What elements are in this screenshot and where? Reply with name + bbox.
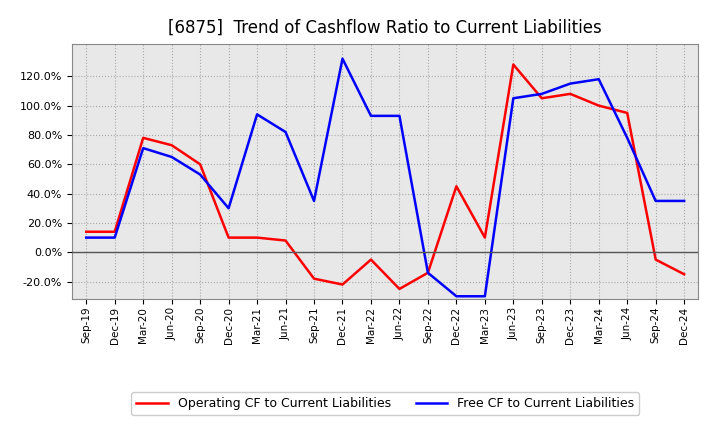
Operating CF to Current Liabilities — [338, 282, 347, 287]
Free CF to Current Liabilities — [225, 205, 233, 211]
Operating CF to Current Liabilities — [680, 271, 688, 277]
Free CF to Current Liabilities — [452, 293, 461, 299]
Operating CF to Current Liabilities — [652, 257, 660, 262]
Operating CF to Current Liabilities — [480, 235, 489, 240]
Operating CF to Current Liabilities — [167, 143, 176, 148]
Operating CF to Current Liabilities — [196, 161, 204, 167]
Free CF to Current Liabilities — [480, 293, 489, 299]
Operating CF to Current Liabilities — [139, 135, 148, 140]
Free CF to Current Liabilities — [366, 113, 375, 118]
Operating CF to Current Liabilities — [366, 257, 375, 262]
Free CF to Current Liabilities — [82, 235, 91, 240]
Operating CF to Current Liabilities — [253, 235, 261, 240]
Operating CF to Current Liabilities — [282, 238, 290, 243]
Line: Free CF to Current Liabilities: Free CF to Current Liabilities — [86, 59, 684, 296]
Operating CF to Current Liabilities — [595, 103, 603, 108]
Operating CF to Current Liabilities — [537, 95, 546, 101]
Free CF to Current Liabilities — [110, 235, 119, 240]
Free CF to Current Liabilities — [338, 56, 347, 61]
Free CF to Current Liabilities — [595, 77, 603, 82]
Free CF to Current Liabilities — [566, 81, 575, 86]
Legend: Operating CF to Current Liabilities, Free CF to Current Liabilities: Operating CF to Current Liabilities, Fre… — [131, 392, 639, 415]
Free CF to Current Liabilities — [395, 113, 404, 118]
Free CF to Current Liabilities — [537, 91, 546, 96]
Operating CF to Current Liabilities — [623, 110, 631, 116]
Free CF to Current Liabilities — [282, 129, 290, 135]
Operating CF to Current Liabilities — [509, 62, 518, 67]
Free CF to Current Liabilities — [509, 95, 518, 101]
Operating CF to Current Liabilities — [423, 270, 432, 275]
Free CF to Current Liabilities — [652, 198, 660, 204]
Free CF to Current Liabilities — [680, 198, 688, 204]
Operating CF to Current Liabilities — [452, 183, 461, 189]
Operating CF to Current Liabilities — [82, 229, 91, 235]
Title: [6875]  Trend of Cashflow Ratio to Current Liabilities: [6875] Trend of Cashflow Ratio to Curren… — [168, 19, 602, 37]
Operating CF to Current Liabilities — [225, 235, 233, 240]
Operating CF to Current Liabilities — [110, 229, 119, 235]
Free CF to Current Liabilities — [423, 270, 432, 275]
Free CF to Current Liabilities — [139, 146, 148, 151]
Operating CF to Current Liabilities — [310, 276, 318, 281]
Operating CF to Current Liabilities — [395, 286, 404, 292]
Free CF to Current Liabilities — [310, 198, 318, 204]
Line: Operating CF to Current Liabilities: Operating CF to Current Liabilities — [86, 65, 684, 289]
Free CF to Current Liabilities — [623, 135, 631, 140]
Free CF to Current Liabilities — [253, 112, 261, 117]
Operating CF to Current Liabilities — [566, 91, 575, 96]
Free CF to Current Liabilities — [167, 154, 176, 160]
Free CF to Current Liabilities — [196, 172, 204, 177]
